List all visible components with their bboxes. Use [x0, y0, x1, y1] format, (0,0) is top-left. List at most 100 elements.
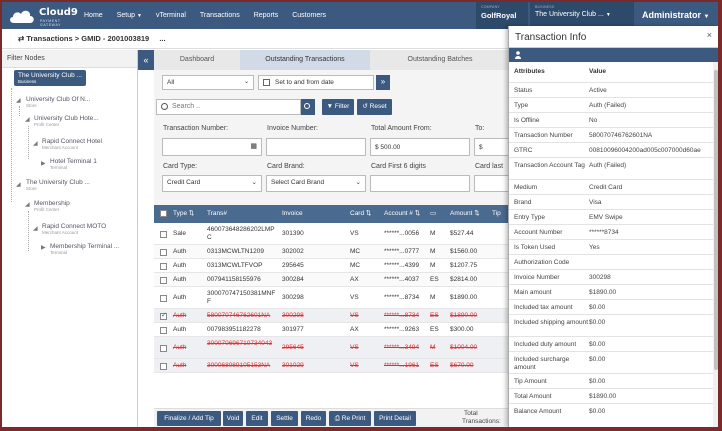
cell-amount: $1004.00: [450, 344, 478, 351]
info-row: Type Auth (Failed): [509, 97, 713, 112]
row-checkbox[interactable]: [160, 327, 167, 334]
void-button[interactable]: Void: [223, 411, 243, 426]
tree-node-store-2[interactable]: The University Club ... Store: [26, 179, 90, 191]
breadcrumb-transactions[interactable]: Transactions: [26, 34, 73, 43]
card-type-select[interactable]: Credit Card ⌄: [162, 175, 262, 192]
tab-outstanding-transactions[interactable]: Outstanding Transactions: [240, 50, 370, 70]
tree-node-merchant-1[interactable]: Rapid Connect Hotel Merchant Account: [42, 138, 102, 150]
tab-dashboard[interactable]: Dashboard: [179, 56, 215, 63]
nav-customers[interactable]: Customers: [292, 12, 327, 19]
cloud-icon: [10, 10, 34, 23]
collapse-panel-button[interactable]: «: [138, 50, 154, 70]
app-window: Cloud9 PAYMENT GATEWAY Home Setup ▼ vTerm…: [2, 2, 718, 427]
expand-triangle-icon[interactable]: ◢: [25, 202, 30, 208]
amount-to-input[interactable]: $: [474, 138, 510, 156]
info-value: No: [589, 117, 598, 124]
tree-node-profit-center-1[interactable]: University Club Hote... Profit Center: [34, 115, 99, 127]
row-checkbox[interactable]: [160, 231, 167, 238]
finalize-add-tip-button[interactable]: Finalize / Add Tip: [157, 411, 221, 426]
row-checkbox[interactable]: [160, 311, 167, 320]
reprint-button[interactable]: ⎙ Re Print: [329, 411, 371, 426]
redo-button[interactable]: Redo: [301, 411, 326, 426]
row-checkbox[interactable]: [160, 363, 167, 370]
table-row[interactable]: Auth 007941158155976 300284 AX ******...4037…: [154, 273, 510, 287]
row-checkbox[interactable]: [160, 249, 167, 256]
user-menu[interactable]: Administrator ▼: [642, 10, 710, 20]
info-attribute: Transaction Number: [514, 132, 573, 139]
info-scrollbar[interactable]: [713, 62, 718, 427]
tree-node-profit-center-2[interactable]: Membership Profit Center: [34, 200, 70, 212]
apply-date-button[interactable]: »: [376, 75, 390, 90]
row-checkbox[interactable]: [160, 345, 167, 352]
table-row[interactable]: Auth 580070746762601NA 300298 VS ******...87…: [154, 309, 510, 323]
table-row[interactable]: Auth 300068089105153NA 301029 VS ******...19…: [154, 359, 510, 373]
card-brand-label: Card Brand:: [267, 163, 305, 170]
nav-home[interactable]: Home: [84, 12, 103, 19]
info-attribute: Tip Amount: [514, 378, 547, 385]
col-tip[interactable]: Tip: [492, 210, 501, 217]
expand-triangle-icon[interactable]: ◢: [33, 141, 38, 147]
scrollbar-thumb[interactable]: [714, 70, 718, 370]
table-row[interactable]: Auth 300070696710734043 295645 VS ******...3…: [154, 337, 510, 359]
amount-from-input[interactable]: $ 500.00: [370, 138, 470, 156]
cell-amount: $527.44: [450, 230, 474, 237]
edit-button[interactable]: Edit: [246, 411, 268, 426]
row-checkbox[interactable]: [160, 263, 167, 270]
table-row[interactable]: Auth 300070747150381MNFF 300298 VS ******...…: [154, 287, 510, 309]
reset-button[interactable]: ↺ Reset: [357, 99, 392, 115]
info-attribute: Included duty amount: [514, 341, 577, 348]
invoice-input[interactable]: [266, 138, 366, 156]
status-select[interactable]: All ⌄: [162, 75, 254, 90]
tab-outstanding-batches[interactable]: Outstanding Batches: [407, 56, 473, 63]
table-row[interactable]: Auth 0313MCWLTN1209 302002 MC ******...0777 M…: [154, 245, 510, 259]
row-checkbox[interactable]: [160, 295, 167, 302]
select-all-checkbox[interactable]: [160, 210, 167, 217]
nav-vterminal[interactable]: vTerminal: [155, 12, 186, 19]
col-type[interactable]: Type ⇅: [173, 210, 195, 217]
date-range-input[interactable]: Set to and from date: [258, 75, 374, 90]
company-selector[interactable]: COMPANY GolfRoyal: [476, 2, 528, 29]
col-card[interactable]: Card ⇅: [350, 210, 372, 217]
info-value: 00810096004200ad005c007000d60ae: [589, 147, 701, 154]
print-detail-button[interactable]: Print Detail: [374, 411, 416, 426]
col-amount[interactable]: Amount ⇅: [450, 210, 480, 217]
card-brand-select[interactable]: Select Card Brand ⌄: [266, 175, 366, 192]
search-input[interactable]: Search ..: [156, 99, 301, 115]
tree-node-terminal-2[interactable]: Membership Terminal ... Terminal: [50, 243, 120, 255]
expand-triangle-icon[interactable]: ◢: [16, 98, 21, 104]
search-button[interactable]: [301, 99, 315, 115]
collapsed-triangle-icon[interactable]: ▶: [41, 245, 46, 251]
expand-triangle-icon[interactable]: ◢: [33, 226, 38, 232]
breadcrumb-separator: >: [74, 34, 80, 43]
nav-transactions[interactable]: Transactions: [199, 12, 240, 19]
col-trans[interactable]: Trans#: [207, 210, 227, 217]
col-account[interactable]: Account # ⇅: [384, 210, 421, 217]
table-row[interactable]: Auth 0313MCWLTFVOP 295645 MC ******...4399 M $…: [154, 259, 510, 273]
tree-node-store-1[interactable]: University Club Of N... Store: [26, 96, 91, 108]
row-checkbox[interactable]: [160, 277, 167, 284]
table-row[interactable]: Auth 007983951182278 301977 AX ******...9263…: [154, 323, 510, 337]
card-last-input[interactable]: [474, 175, 510, 192]
cloud9-logo[interactable]: Cloud9 PAYMENT GATEWAY: [8, 5, 78, 27]
filter-button[interactable]: ▼ Filter: [322, 99, 354, 115]
txn-number-input[interactable]: ▦: [162, 138, 262, 156]
cell-type: Auth: [173, 362, 187, 369]
settle-button[interactable]: Settle: [271, 411, 298, 426]
nav-setup[interactable]: Setup ▼: [116, 12, 142, 19]
cell-invoice: 302002: [282, 248, 304, 255]
expand-triangle-icon[interactable]: ◢: [25, 117, 30, 123]
table-row[interactable]: Sale 460073648286202LMPC 301390 VS ******...…: [154, 223, 510, 245]
business-selector[interactable]: BUSINESS The University Club ... ▼: [530, 2, 634, 29]
tree-node-merchant-2[interactable]: Rapid Connect MOTO Merchant Account: [42, 223, 107, 235]
expand-triangle-icon[interactable]: ◢: [16, 182, 21, 188]
tree-node-terminal-1[interactable]: Hotel Terminal 1 Terminal: [50, 158, 97, 170]
nav-reports[interactable]: Reports: [253, 12, 279, 19]
collapsed-triangle-icon[interactable]: ▶: [41, 161, 46, 167]
card-first6-input[interactable]: [370, 175, 470, 192]
tree-node-business[interactable]: The University Club ... Business: [14, 70, 86, 86]
close-icon[interactable]: ×: [706, 30, 712, 40]
info-attribute: Total Amount: [514, 393, 552, 400]
col-invoice[interactable]: Invoice: [282, 210, 303, 217]
breadcrumb-more[interactable]: ...: [159, 34, 166, 43]
breadcrumb-gmid[interactable]: GMID - 2001003819: [81, 34, 150, 43]
